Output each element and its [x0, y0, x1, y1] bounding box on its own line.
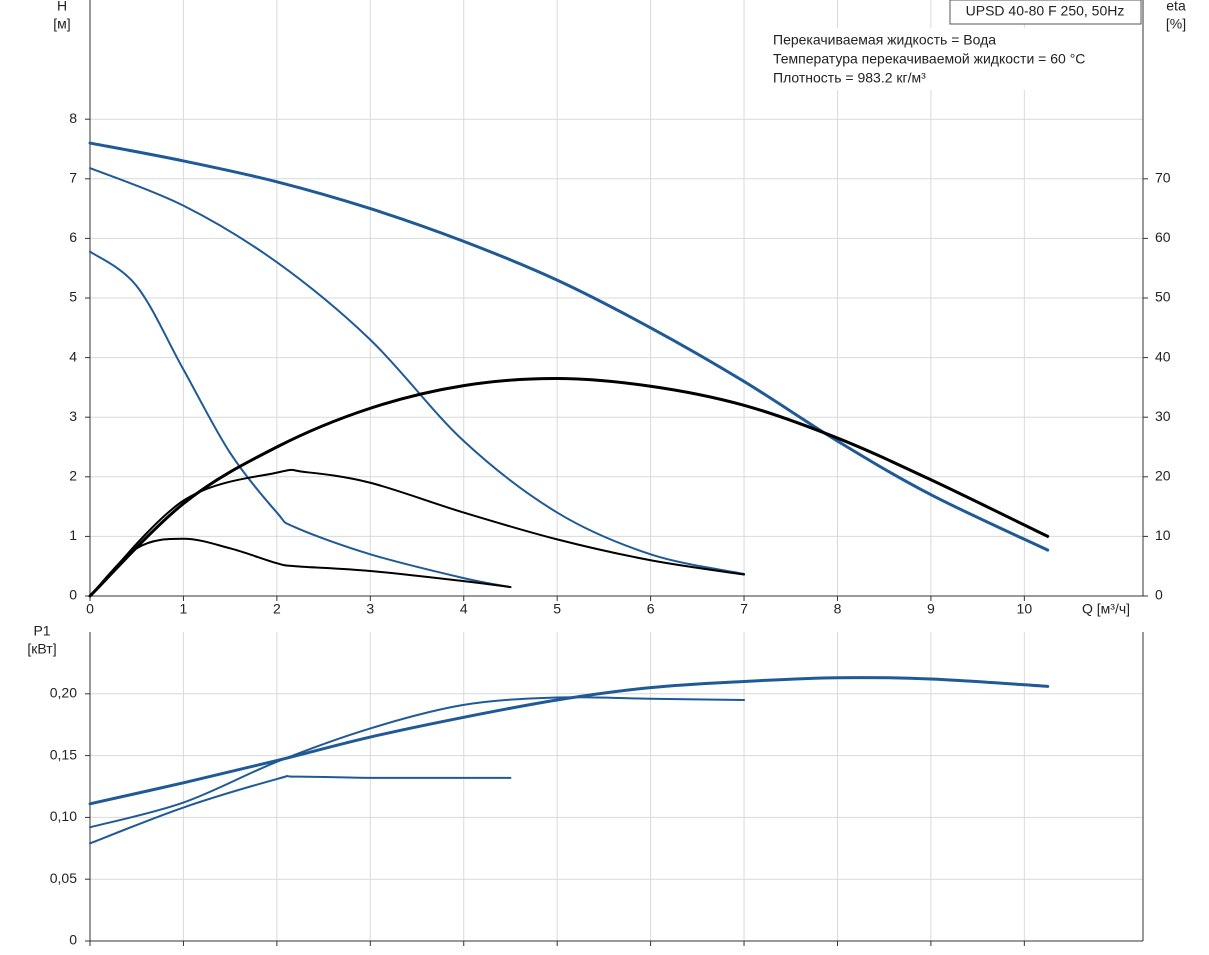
curve — [88, 376, 1050, 598]
x-tick-label: 0 — [86, 601, 94, 617]
annotation: Температура перекачиваемой жидкости = 60… — [773, 51, 1085, 67]
y2-tick-label: 60 — [1155, 229, 1171, 245]
y-tick-label: 4 — [69, 348, 77, 364]
y-tick-label: 5 — [69, 289, 77, 305]
chart-title: UPSD 40-80 F 250, 50Hz — [966, 3, 1125, 19]
x-tick-label: 10 — [1017, 601, 1033, 617]
y2-tick-label: 40 — [1155, 348, 1171, 364]
y2-axis-label: [%] — [1166, 16, 1186, 32]
curve — [88, 141, 1050, 552]
curve — [89, 696, 746, 829]
y2-axis-label: eta — [1166, 0, 1186, 14]
curve — [89, 468, 746, 597]
x-tick-label: 8 — [834, 601, 842, 617]
y2-tick-label: 10 — [1155, 527, 1171, 543]
annotation: Плотность = 983.2 кг/м³ — [773, 70, 926, 86]
y2-tick-label: 20 — [1155, 468, 1171, 484]
annotation: Перекачиваемая жидкость = Вода — [773, 32, 996, 48]
y-tick-label: 0,05 — [50, 870, 77, 886]
y-tick-label: 0 — [69, 932, 77, 948]
y2-tick-label: 50 — [1155, 289, 1171, 305]
curve — [89, 537, 512, 597]
y-axis-label: [м] — [53, 16, 70, 32]
x-tick-label: 5 — [553, 601, 561, 617]
y-tick-label: 6 — [69, 229, 77, 245]
title-box — [949, 0, 1142, 25]
y-tick-label: 0,15 — [50, 746, 77, 762]
annotation-bg — [765, 28, 1115, 90]
y2-tick-label: 70 — [1155, 170, 1171, 186]
y-tick-label: 1 — [69, 527, 77, 543]
y-tick-label: 2 — [69, 468, 77, 484]
curve — [89, 250, 512, 589]
x-tick-label: 3 — [366, 601, 374, 617]
y-axis-label: P1 — [33, 623, 50, 639]
y-tick-label: 7 — [69, 170, 77, 186]
y-tick-label: 3 — [69, 408, 77, 424]
plot-layer: 0 1 2 3 4 5 6 7 8 9 10 0 1 2 3 4 5 6 7 8 0 10 20 30 40 50 60 70 H [м]… — [27, 0, 1186, 948]
x-tick-label: 2 — [273, 601, 281, 617]
x-tick-label: 6 — [647, 601, 655, 617]
y-tick-label: 0 — [69, 587, 77, 603]
y-tick-label: 0,10 — [50, 808, 77, 824]
y-tick-label: 8 — [69, 110, 77, 126]
x-tick-label: 7 — [740, 601, 748, 617]
curve — [89, 167, 746, 575]
x-tick-label: 4 — [460, 601, 468, 617]
curve — [89, 775, 512, 845]
y2-tick-label: 0 — [1155, 587, 1163, 603]
y-tick-label: 0,20 — [50, 685, 77, 701]
x-tick-label: 1 — [180, 601, 188, 617]
curve — [88, 676, 1050, 806]
x-axis-label: Q [м³/ч] — [1082, 601, 1130, 617]
x-tick-label: 9 — [927, 601, 935, 617]
y-axis-label: H — [57, 0, 67, 14]
y2-tick-label: 30 — [1155, 408, 1171, 424]
y-axis-label: [кВт] — [27, 641, 56, 657]
